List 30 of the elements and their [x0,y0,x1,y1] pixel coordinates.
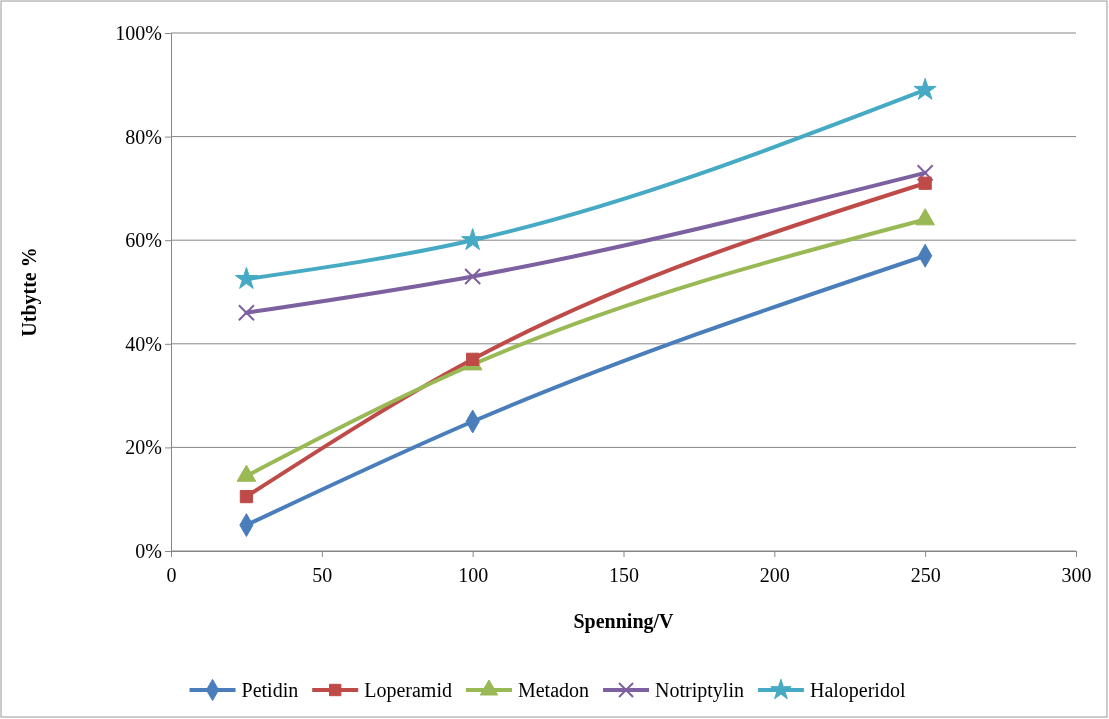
x-tick-label: 50 [312,564,333,586]
legend-label: Metadon [517,679,590,701]
x-tick-label: 200 [759,564,790,586]
point [464,267,482,285]
point [918,176,932,190]
point [466,352,480,366]
x-tick-label: 150 [609,564,639,586]
legend-label: Petidin [241,679,299,701]
y-tick-label: 0% [135,539,162,562]
point [239,489,254,504]
y-tick-label: 100% [115,21,162,44]
point [234,266,258,289]
point [461,228,485,251]
y-tick-label: 80% [125,125,162,148]
point [916,164,934,182]
point [913,77,937,100]
x-tick-label: 250 [910,564,941,586]
y-tick-label: 60% [125,229,162,252]
y-tick-label: 40% [125,332,162,355]
point [915,208,935,226]
legend-label: Loperamid [364,679,452,702]
y-axis-title: Utbytte % [18,247,41,337]
x-tick-label: 100 [458,564,489,586]
legend-label: Haloperidol [809,679,906,702]
legend-label: Notriptylin [655,679,744,702]
x-tick-label: 0 [166,564,177,586]
x-axis-title: Spenning/V [573,610,675,633]
x-tick-label: 300 [1061,564,1092,586]
y-tick-label: 20% [125,436,162,459]
point [237,304,255,322]
